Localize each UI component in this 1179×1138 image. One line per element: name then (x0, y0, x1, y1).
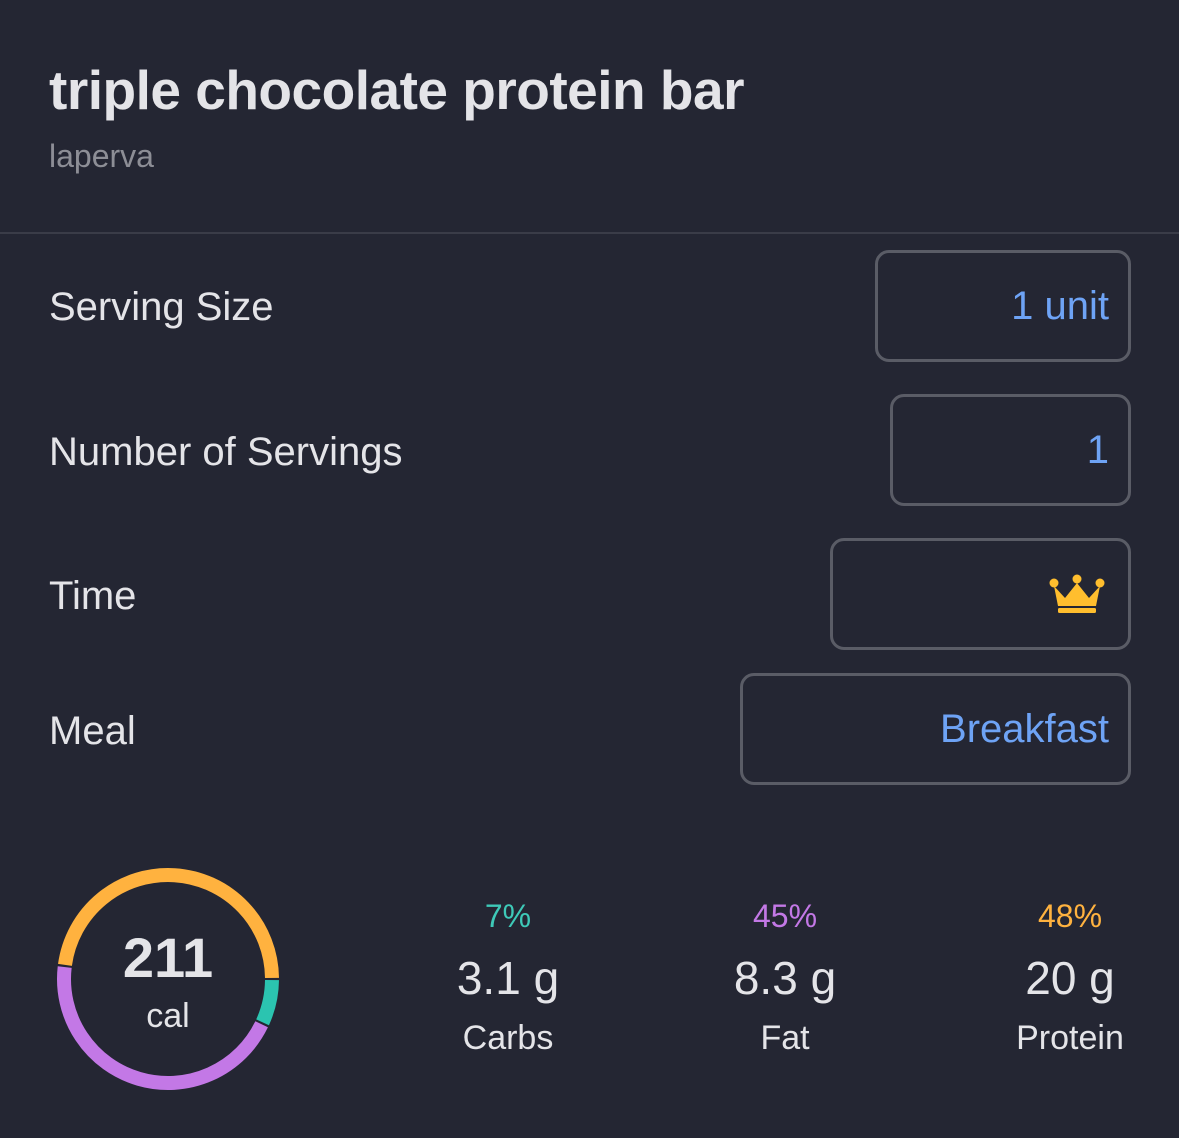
meal-field[interactable]: Breakfast (740, 673, 1131, 785)
protein-label: Protein (1016, 1019, 1124, 1057)
serving-size-label: Serving Size (49, 285, 274, 329)
carbs-grams: 3.1 g (456, 952, 560, 1004)
protein-grams: 20 g (1025, 952, 1115, 1004)
food-title: triple chocolate protein bar (49, 59, 745, 121)
time-field[interactable] (830, 538, 1131, 650)
servings-field[interactable]: 1 (890, 394, 1131, 506)
macro-ring-chart (57, 868, 279, 1090)
fat-grams: 8.3 g (733, 952, 837, 1004)
meal-value: Breakfast (940, 706, 1109, 751)
serving-size-field[interactable]: 1 unit (875, 250, 1131, 362)
macro-fat: 45% 8.3 g Fat (675, 896, 895, 1060)
food-brand: laperva (49, 138, 154, 174)
crown-icon (1049, 574, 1105, 613)
food-header: triple chocolate protein bar laperva (0, 0, 1179, 234)
meal-label: Meal (49, 709, 136, 753)
time-label: Time (49, 574, 137, 618)
serving-size-value: 1 unit (1011, 283, 1109, 328)
protein-percent: 48% (1037, 898, 1103, 934)
servings-value: 1 (1086, 427, 1109, 472)
fat-arc (57, 966, 268, 1090)
servings-label: Number of Servings (49, 430, 403, 474)
carbs-label: Carbs (462, 1019, 554, 1057)
calorie-value: 211 (122, 926, 214, 989)
macro-protein: 48% 20 g Protein (960, 896, 1179, 1060)
fat-label: Fat (760, 1019, 810, 1057)
carbs-percent: 7% (484, 898, 532, 934)
calorie-ring: 211 cal (52, 863, 284, 1095)
protein-arc (58, 868, 279, 978)
fat-percent: 45% (752, 898, 818, 934)
calorie-unit: cal (146, 997, 190, 1035)
macro-carbs: 7% 3.1 g Carbs (398, 896, 618, 1060)
carbs-arc (256, 979, 279, 1026)
